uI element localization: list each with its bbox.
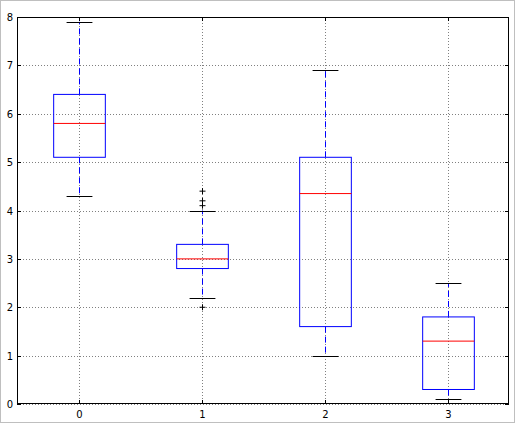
median — [300, 193, 352, 194]
y-tick — [17, 17, 21, 18]
y-tick-right — [505, 404, 509, 405]
cap-lower — [436, 399, 462, 400]
whisker-lower — [325, 327, 326, 356]
y-tick-right — [505, 17, 509, 18]
x-tick — [448, 400, 449, 404]
cap-lower — [313, 356, 339, 357]
figure-border — [1, 1, 515, 423]
y-tick-label: 3 — [7, 254, 13, 265]
y-tick-right — [505, 114, 509, 115]
x-tick-label: 2 — [322, 409, 328, 420]
y-tick-label: 0 — [7, 399, 13, 410]
x-tick — [325, 400, 326, 404]
grid-line-y — [17, 356, 509, 357]
whisker-upper — [79, 22, 80, 95]
y-tick-label: 8 — [7, 12, 13, 23]
chart-wrap: 0 1 2 3 4 5 6 7 8 0 1 2 3 — [0, 0, 515, 423]
y-tick-right — [505, 307, 509, 308]
y-tick-label: 1 — [7, 351, 13, 362]
grid-line-y — [17, 162, 509, 163]
median — [54, 123, 106, 124]
y-tick-right — [505, 259, 509, 260]
y-tick — [17, 259, 21, 260]
grid-line-x — [79, 17, 80, 404]
grid-line-y — [17, 259, 509, 260]
y-tick-right — [505, 65, 509, 66]
x-tick — [202, 400, 203, 404]
whisker-lower — [79, 157, 80, 196]
cap-lower — [67, 196, 93, 197]
cap-lower — [190, 298, 216, 299]
chart: 0 1 2 3 4 5 6 7 8 0 1 2 3 — [0, 0, 515, 423]
whisker-upper — [202, 211, 203, 245]
plot-frame — [18, 18, 509, 404]
grid-line-y — [17, 65, 509, 66]
flier — [200, 188, 206, 194]
y-tick-label: 5 — [7, 157, 13, 168]
cap-upper — [67, 22, 93, 23]
grid-line-y — [17, 404, 509, 405]
y-tick-label: 7 — [7, 60, 13, 71]
flier — [200, 304, 206, 310]
y-tick-right — [505, 211, 509, 212]
grid-line-y — [17, 307, 509, 308]
x-tick-top — [325, 17, 326, 21]
y-tick — [17, 307, 21, 308]
median — [423, 341, 475, 342]
y-tick — [17, 356, 21, 357]
y-tick-label: 2 — [7, 302, 13, 313]
y-tick — [17, 114, 21, 115]
box — [177, 244, 229, 268]
y-tick-label: 4 — [7, 206, 13, 217]
cap-upper — [313, 70, 339, 71]
box — [300, 157, 352, 326]
whisker-lower — [448, 389, 449, 399]
y-tick — [17, 404, 21, 405]
box — [54, 94, 106, 157]
whisker-upper — [325, 70, 326, 157]
grid-line-x — [325, 17, 326, 404]
y-tick — [17, 211, 21, 212]
cap-upper — [190, 211, 216, 212]
whisker-lower — [202, 269, 203, 298]
grid-line-y — [17, 211, 509, 212]
x-tick-label: 3 — [445, 409, 451, 420]
x-tick — [79, 400, 80, 404]
grid-line-x — [448, 17, 449, 404]
grid-line-x — [202, 17, 203, 404]
y-tick-right — [505, 356, 509, 357]
boxes — [54, 22, 475, 400]
y-tick-label: 6 — [7, 109, 13, 120]
x-tick-top — [448, 17, 449, 21]
grid-line-y — [17, 114, 509, 115]
y-tick — [17, 65, 21, 66]
whisker-upper — [448, 283, 449, 317]
cap-upper — [436, 283, 462, 284]
y-tick-right — [505, 162, 509, 163]
box — [423, 317, 475, 390]
x-tick-label: 1 — [199, 409, 205, 420]
flier — [200, 198, 206, 204]
x-tick-label: 0 — [76, 409, 82, 420]
median — [177, 258, 229, 259]
x-tick-top — [79, 17, 80, 21]
y-tick — [17, 162, 21, 163]
x-tick-top — [202, 17, 203, 21]
